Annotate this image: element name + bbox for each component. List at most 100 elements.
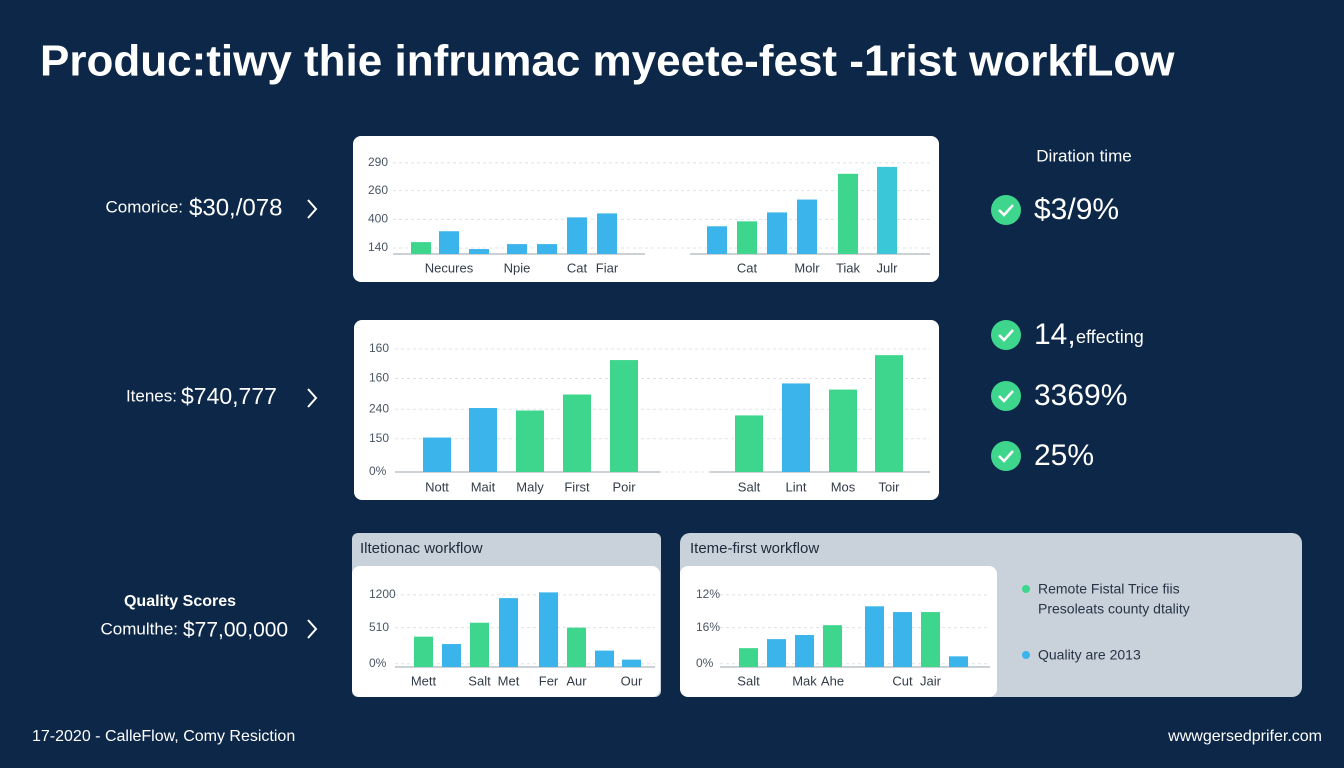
chart-title: Iteme-first workflow (690, 540, 819, 557)
x-tick-label: Maly (516, 479, 544, 494)
bar (423, 437, 451, 472)
bar (567, 217, 587, 254)
legend-text: Remote Fistal Trice fiis (1038, 581, 1180, 597)
title: Produc:tiwy thie infrumac myeete-fest -1… (40, 37, 1175, 86)
stats-heading: Diration time (1036, 146, 1131, 165)
x-tick-label: Tiak (836, 260, 861, 275)
legend-text: Quality are 2013 (1038, 647, 1141, 663)
bar (470, 622, 489, 667)
y-tick-label: 260 (368, 183, 388, 197)
y-tick-label: 0% (369, 464, 387, 478)
stat: $3/9% (991, 193, 1119, 226)
y-tick-label: 16% (696, 620, 720, 634)
bar (739, 648, 758, 667)
footer-right: wwwgersedprifer.com (1167, 728, 1322, 745)
x-tick-label: Met (498, 673, 520, 688)
x-tick-label: Mak (792, 673, 817, 688)
bar (442, 644, 461, 667)
bar (469, 408, 497, 472)
y-tick-label: 290 (368, 155, 388, 169)
check-mark (998, 390, 1014, 403)
bar (507, 244, 527, 254)
x-tick-label: Necures (425, 260, 474, 275)
x-tick-label: Ahe (821, 673, 844, 688)
bar (838, 173, 858, 254)
x-tick-label: Poir (612, 479, 636, 494)
y-tick-label: 12% (696, 587, 720, 601)
y-tick-label: 400 (368, 212, 388, 226)
bar (563, 394, 591, 472)
x-tick-label: Jair (920, 673, 942, 688)
bar (707, 226, 727, 254)
bar (567, 627, 586, 667)
x-tick-label: Fiar (596, 260, 619, 275)
check-icon (991, 195, 1021, 225)
item-label: Comorice: (106, 197, 183, 216)
bar (865, 606, 884, 667)
x-tick-label: Aur (566, 673, 587, 688)
x-tick-label: Cat (567, 260, 588, 275)
x-tick-label: Mett (411, 673, 437, 688)
bar (797, 199, 817, 254)
x-tick-label: Salt (738, 479, 761, 494)
footer-left: 17-2020 - CalleFlow, Comy Resiction (32, 728, 295, 745)
y-tick-label: 160 (369, 341, 389, 355)
x-tick-label: Cat (737, 260, 758, 275)
stat-value: 3369% (1034, 379, 1127, 412)
y-tick-label: 1200 (369, 587, 396, 601)
bar (411, 242, 431, 254)
item-value: $77,00,000 (183, 619, 288, 642)
x-tick-label: Cut (892, 673, 913, 688)
bar (595, 650, 614, 667)
bar (767, 639, 786, 667)
bar (767, 212, 787, 254)
stat: 14, effecting (991, 318, 1144, 351)
x-tick-label: First (564, 479, 590, 494)
x-tick-label: Our (621, 673, 643, 688)
x-tick-label: Salt (468, 673, 491, 688)
bar (610, 360, 638, 472)
bar (921, 612, 940, 667)
bar (537, 244, 557, 254)
bar (893, 612, 912, 667)
y-tick-label: 0% (696, 656, 714, 670)
chart-title: Iltetionac workflow (360, 540, 483, 557)
panel (353, 136, 939, 282)
y-tick-label: 240 (369, 401, 389, 415)
bar (782, 383, 810, 472)
stat: 3369% (991, 379, 1127, 412)
chevron[interactable] (307, 619, 318, 639)
y-tick-label: 150 (369, 431, 389, 445)
chevron[interactable] (307, 199, 318, 219)
chevron[interactable] (307, 388, 318, 408)
bar (737, 221, 757, 254)
bar (877, 166, 897, 254)
y-tick-label: 510 (369, 620, 389, 634)
stat-value: 14, (1034, 318, 1076, 351)
bar (875, 355, 903, 472)
x-tick-label: Molr (794, 260, 820, 275)
check-icon (991, 320, 1021, 350)
bar (823, 625, 842, 667)
x-tick-label: Salt (737, 673, 760, 688)
item-value: $30,/078 (189, 194, 282, 221)
stat-value: $3/9% (1034, 193, 1119, 226)
bar (829, 389, 857, 472)
legend-dot (1022, 585, 1030, 593)
bar (539, 592, 558, 667)
stat-note: effecting (1076, 327, 1144, 347)
bar (949, 656, 968, 667)
item-label: Itenes: (126, 386, 177, 405)
x-tick-label: Fer (539, 673, 559, 688)
x-tick-label: Julr (877, 260, 899, 275)
legend-text: Presoleats county dtality (1038, 601, 1190, 617)
y-tick-label: 160 (369, 371, 389, 385)
y-tick-label: 140 (368, 240, 388, 254)
check-icon (991, 381, 1021, 411)
check-mark (998, 329, 1014, 342)
x-tick-label: Nott (425, 479, 449, 494)
legend-dot (1022, 651, 1030, 659)
bar (439, 231, 459, 254)
bar (516, 410, 544, 472)
